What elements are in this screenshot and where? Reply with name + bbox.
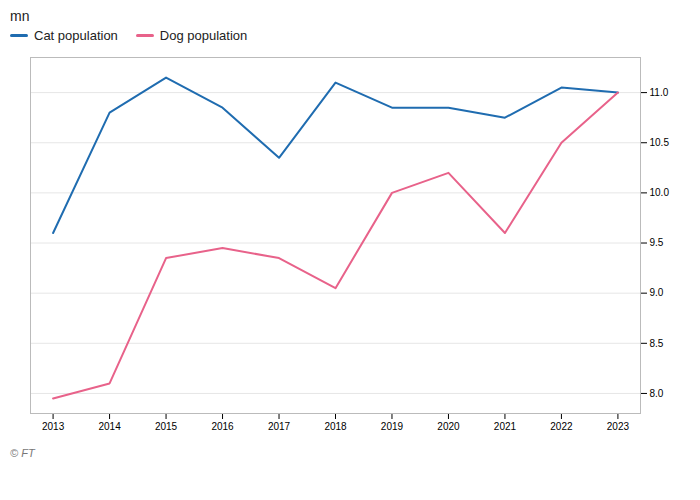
- svg-text:11.0: 11.0: [650, 87, 669, 98]
- svg-text:2016: 2016: [211, 421, 234, 432]
- svg-text:2013: 2013: [42, 421, 65, 432]
- svg-text:2019: 2019: [381, 421, 404, 432]
- svg-text:10.5: 10.5: [650, 137, 670, 148]
- svg-text:9.5: 9.5: [650, 237, 664, 248]
- svg-text:9.0: 9.0: [650, 287, 664, 298]
- html-text:mn: mn: [10, 8, 30, 24]
- svg-text:8.5: 8.5: [650, 338, 664, 349]
- svg-text:8.0: 8.0: [650, 388, 664, 399]
- html-text:Cat population: Cat population: [34, 28, 118, 43]
- svg-text:2020: 2020: [437, 421, 460, 432]
- svg-text:2017: 2017: [268, 421, 291, 432]
- svg-text:2021: 2021: [494, 421, 517, 432]
- svg-text:2018: 2018: [324, 421, 347, 432]
- svg-text:2023: 2023: [607, 421, 630, 432]
- svg-text:2022: 2022: [550, 421, 573, 432]
- svg-text:10.0: 10.0: [650, 187, 670, 198]
- svg-text:2014: 2014: [98, 421, 121, 432]
- html-text:Dog population: Dog population: [159, 28, 248, 43]
- html-text:© FT: © FT: [10, 447, 35, 459]
- svg-text:2015: 2015: [155, 421, 178, 432]
